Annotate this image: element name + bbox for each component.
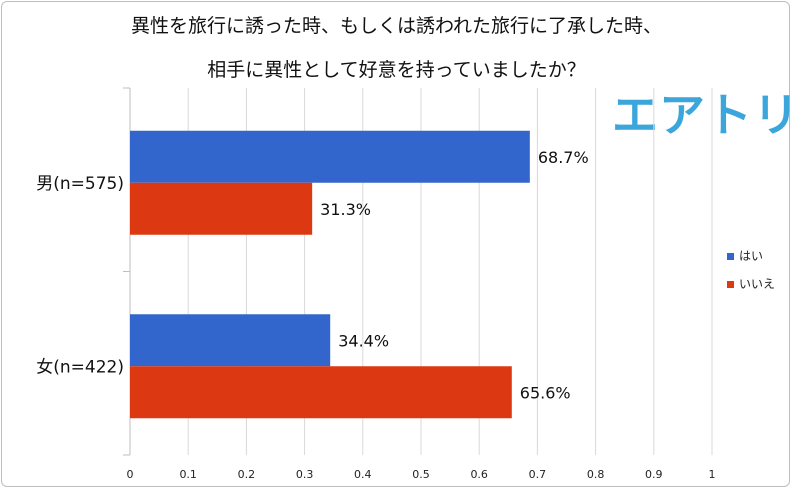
bar bbox=[130, 182, 313, 235]
chart-title-line-2: 相手に異性として好意を持っていましたか？ bbox=[207, 59, 586, 81]
bar bbox=[130, 314, 331, 367]
legend-label: はい bbox=[739, 249, 764, 263]
x-tick-label: 0 bbox=[127, 468, 134, 481]
x-tick-label: 0.5 bbox=[412, 468, 430, 481]
category-label: 女(n=422) bbox=[36, 357, 124, 377]
x-tick-label: 0.2 bbox=[238, 468, 256, 481]
data-label: 31.3% bbox=[320, 200, 371, 219]
legend-item: いいえ bbox=[727, 275, 775, 292]
x-tick-label: 0.3 bbox=[296, 468, 314, 481]
x-tick-label: 0.8 bbox=[587, 468, 605, 481]
x-tick-label: 0.9 bbox=[645, 468, 663, 481]
category-label: 男(n=575) bbox=[36, 174, 124, 194]
x-tick-label: 0.6 bbox=[470, 468, 488, 481]
data-label: 34.4% bbox=[338, 331, 389, 350]
legend-swatch bbox=[727, 253, 734, 260]
bar bbox=[130, 130, 530, 183]
legend-item: はい bbox=[727, 247, 763, 264]
x-tick-label: 0.1 bbox=[179, 468, 197, 481]
legend-label: いいえ bbox=[739, 277, 776, 291]
data-label: 65.6% bbox=[520, 383, 571, 402]
data-label: 68.7% bbox=[538, 148, 589, 167]
bar bbox=[130, 366, 512, 419]
x-tick-label: 0.4 bbox=[354, 468, 372, 481]
airtrip-logo: エアトリ bbox=[612, 88, 793, 142]
x-tick-label: 0.7 bbox=[529, 468, 547, 481]
legend-swatch bbox=[727, 281, 734, 288]
x-tick-label: 1 bbox=[709, 468, 716, 481]
chart-title-line-1: 異性を旅行に誘った時、もしくは誘われた旅行に了承した時、 bbox=[130, 15, 663, 37]
